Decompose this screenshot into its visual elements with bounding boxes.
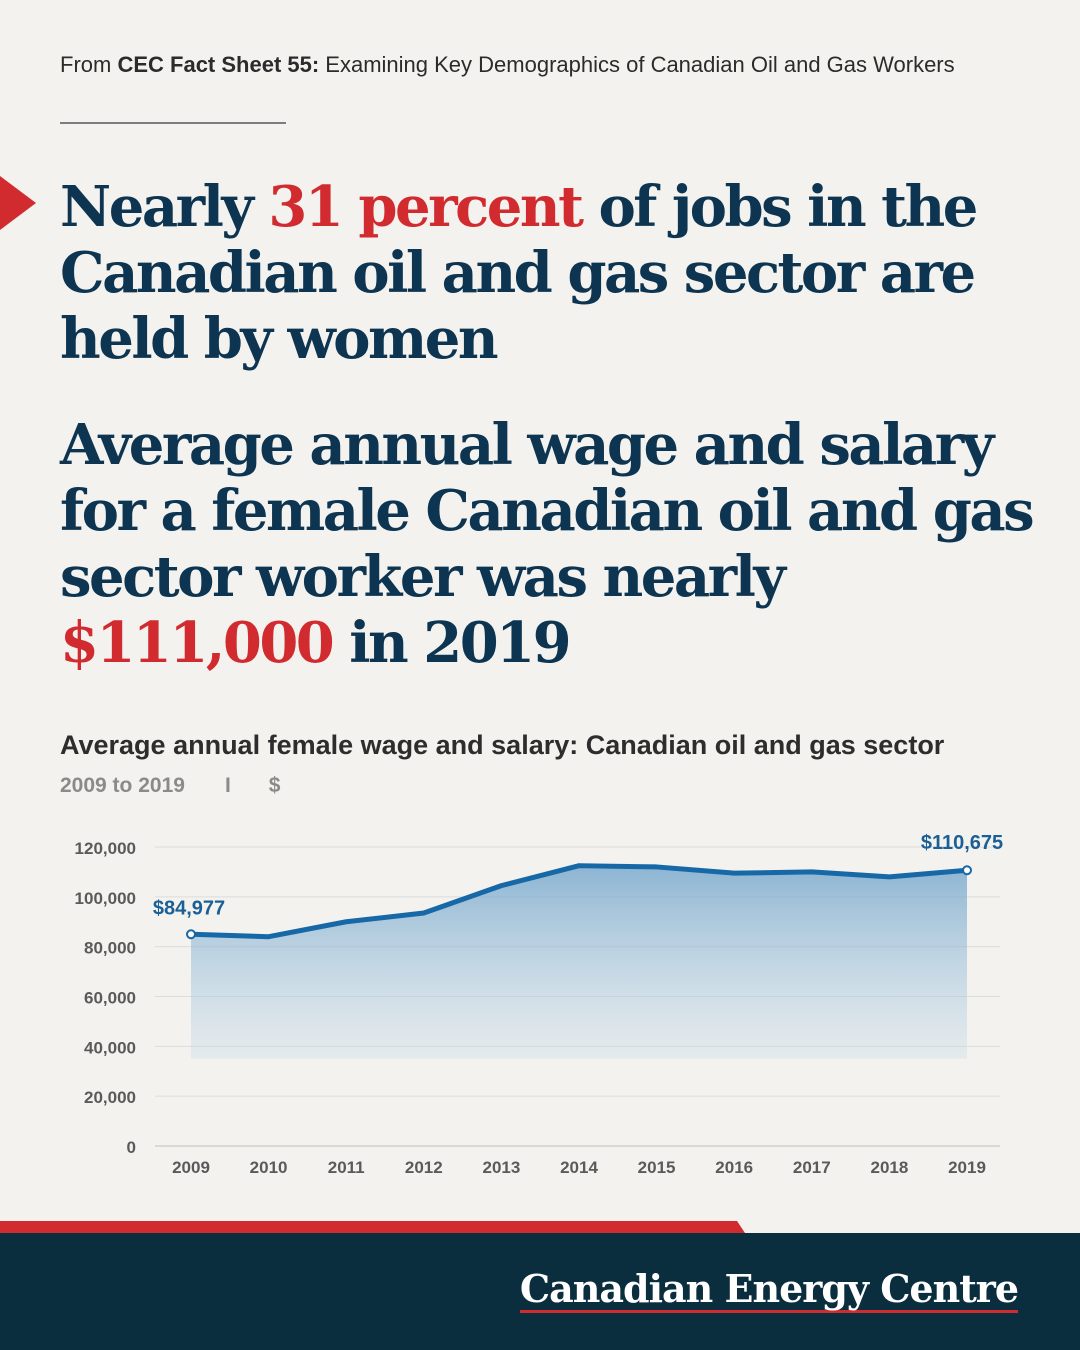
headline2-highlight: $111,000 — [60, 610, 335, 676]
headline1-after: of jobs in the Canadian oil and gas sect… — [60, 174, 978, 372]
data-point-marker — [962, 865, 972, 876]
divider-rule — [60, 122, 286, 124]
red-arrow-marker — [0, 176, 36, 230]
y-tick-label: 100,000 — [75, 889, 136, 908]
data-point-marker — [186, 929, 196, 940]
x-tick-label: 2014 — [560, 1158, 598, 1177]
chart-subtitle: 2009 to 2019 I $ — [60, 774, 280, 798]
y-tick-label: 80,000 — [84, 939, 136, 958]
headline-average-wage: Average annual wage and salary for a fem… — [60, 412, 1040, 676]
x-tick-label: 2019 — [948, 1158, 986, 1177]
headline2-before: Average annual wage and salary for a fem… — [60, 412, 1035, 610]
x-tick-label: 2015 — [638, 1158, 676, 1177]
source-prefix: From — [60, 52, 118, 77]
brand-logo: Canadian Energy Centre — [519, 1266, 1019, 1313]
chart-range: 2009 to 2019 — [60, 774, 185, 797]
headline2-after: in 2019 — [332, 610, 571, 676]
area-fill — [191, 865, 967, 1059]
red-accent-strip — [0, 1221, 745, 1233]
x-tick-label: 2012 — [405, 1158, 443, 1177]
source-line: From CEC Fact Sheet 55: Examining Key De… — [60, 52, 955, 78]
headline1-highlight: 31 percent — [268, 174, 584, 240]
x-tick-label: 2017 — [793, 1158, 831, 1177]
footer-bar — [0, 1233, 1080, 1350]
chart-separator: I — [224, 774, 231, 797]
chart-unit: $ — [268, 774, 281, 797]
wage-area-chart: 0 20,000 40,000 60,000 80,000 100,000 120,000 $… — [75, 832, 1004, 1177]
headline-women-share: Nearly 31 percent of jobs in the Canadia… — [60, 174, 1040, 372]
x-tick-label: 2010 — [250, 1158, 288, 1177]
source-description: Examining Key Demographics of Canadian O… — [319, 52, 955, 77]
y-tick-label: 60,000 — [84, 989, 136, 1008]
x-tick-label: 2013 — [482, 1158, 520, 1177]
y-tick-label: 120,000 — [75, 839, 136, 858]
series-line — [188, 863, 970, 940]
x-tick-label: 2011 — [328, 1158, 365, 1177]
x-tick-label: 2018 — [870, 1158, 908, 1177]
source-title: CEC Fact Sheet 55: — [117, 52, 320, 77]
y-tick-label: 40,000 — [84, 1038, 136, 1057]
data-label: $110,675 — [921, 832, 1003, 854]
x-tick-label: 2009 — [172, 1158, 210, 1177]
headline1-before: Nearly — [60, 174, 269, 240]
x-tick-label: 2016 — [715, 1158, 753, 1177]
chart-title: Average annual female wage and salary: C… — [60, 730, 945, 760]
y-tick-label: 0 — [127, 1138, 136, 1157]
data-label: $84,977 — [153, 897, 225, 919]
y-tick-label: 20,000 — [84, 1088, 136, 1107]
